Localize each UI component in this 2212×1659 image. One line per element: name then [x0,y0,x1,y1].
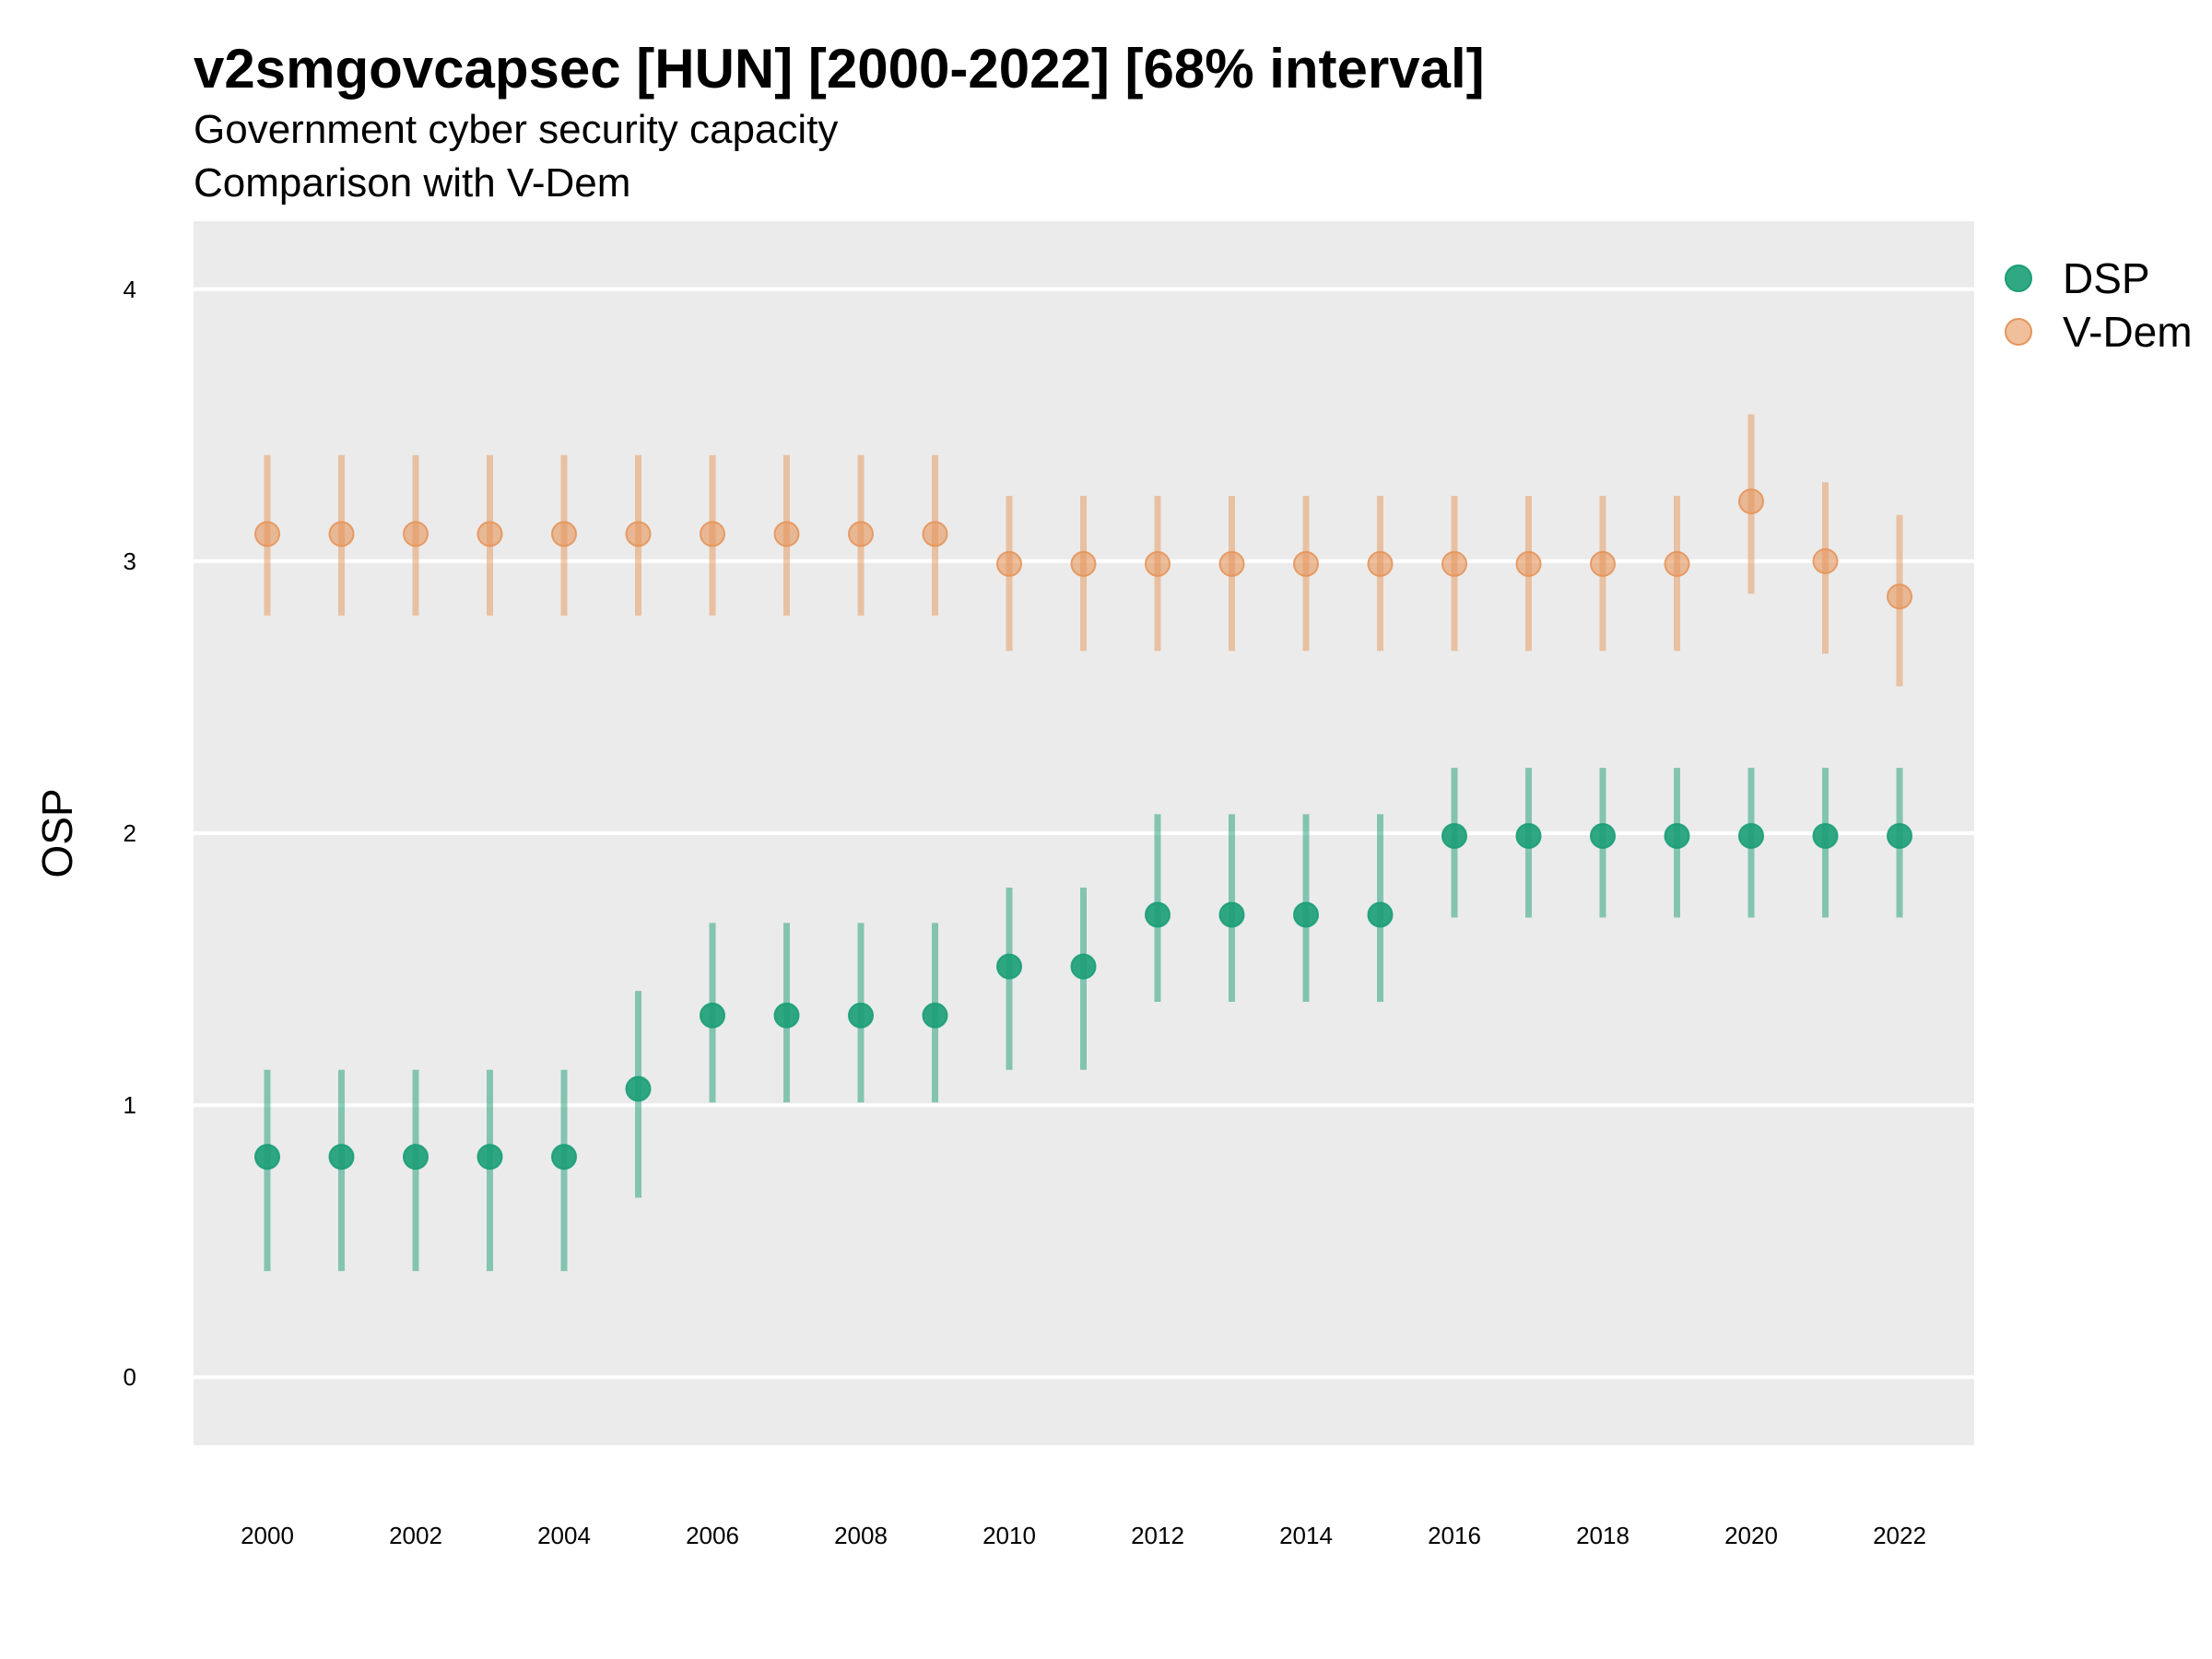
y-tick-label: 3 [124,547,136,575]
point-dsp [328,1144,355,1171]
chart-subtitle-line-1: Government cyber security capacity [194,107,838,152]
point-dsp [551,1144,577,1171]
point-dsp [1367,901,1394,928]
point-v-dem [1293,550,1319,577]
chart-title: v2smgovcapsec [HUN] [2000-2022] [68% int… [194,38,1485,100]
point-dsp [1887,822,1912,849]
point-v-dem [1887,583,1912,610]
y-tick-label: 4 [124,276,136,303]
point-dsp [625,1076,652,1102]
point-v-dem [1145,550,1171,577]
x-tick-label: 2006 [686,1522,739,1549]
point-dsp [1441,822,1467,849]
point-dsp [1812,822,1839,849]
point-dsp [1218,901,1245,928]
x-tick-label: 2016 [1428,1522,1481,1549]
y-tick-label: 0 [124,1363,136,1391]
legend-swatch-dsp [2005,265,2032,292]
point-v-dem [848,521,874,547]
point-dsp [700,1002,725,1029]
point-v-dem [254,521,280,547]
x-tick-label: 2014 [1279,1522,1333,1549]
point-v-dem [1218,550,1245,577]
point-v-dem [1590,550,1616,577]
point-dsp [1293,901,1319,928]
point-v-dem [328,521,355,547]
point-v-dem [1367,550,1394,577]
point-dsp [1590,822,1616,849]
x-tick-label: 2008 [834,1522,888,1549]
x-axis-ticks: 2000 2002 2004 2006 2008 2010 2012 2014 2016 2018… [241,1522,1926,1549]
x-tick-label: 2020 [1724,1522,1778,1549]
point-dsp [922,1002,948,1029]
point-v-dem [1070,550,1097,577]
point-v-dem [1738,488,1764,514]
point-dsp [1515,822,1542,849]
point-dsp [254,1144,280,1171]
legend-label-dsp: DSP [2063,254,2150,302]
point-dsp [1070,953,1097,980]
x-tick-label: 2022 [1873,1522,1926,1549]
x-tick-label: 2012 [1131,1522,1184,1549]
point-v-dem [1812,547,1839,574]
legend-label-v-dem: V-Dem [2063,308,2193,356]
x-tick-label: 2010 [982,1522,1036,1549]
point-dsp [773,1002,800,1029]
point-dsp [1664,822,1690,849]
point-dsp [477,1144,503,1171]
x-tick-label: 2018 [1576,1522,1630,1549]
legend: DSP V-Dem [2005,254,2193,356]
x-tick-label: 2002 [389,1522,442,1549]
point-v-dem [625,521,652,547]
series-v-dem [254,414,1912,687]
point-dsp [848,1002,874,1029]
point-v-dem [922,521,948,547]
y-axis-ticks: 0 1 2 3 4 [124,276,136,1391]
legend-swatch-v-dem [2005,318,2032,346]
point-dsp [1145,901,1171,928]
y-tick-label: 2 [124,819,136,847]
y-tick-label: 1 [124,1091,136,1119]
series-dsp [254,768,1912,1272]
y-axis-title: OSP [33,788,81,877]
data-marks [254,414,1912,1272]
point-dsp [1738,822,1764,849]
x-tick-label: 2000 [241,1522,294,1549]
chart-subtitle-line-2: Comparison with V-Dem [194,160,630,206]
point-v-dem [1441,550,1467,577]
point-dsp [996,953,1022,980]
point-v-dem [477,521,503,547]
point-v-dem [996,550,1022,577]
point-v-dem [1664,550,1690,577]
point-v-dem [1515,550,1542,577]
point-v-dem [403,521,429,547]
point-v-dem [700,521,725,547]
point-v-dem [551,521,577,547]
x-tick-label: 2004 [537,1522,591,1549]
point-v-dem [773,521,800,547]
point-dsp [403,1144,429,1171]
